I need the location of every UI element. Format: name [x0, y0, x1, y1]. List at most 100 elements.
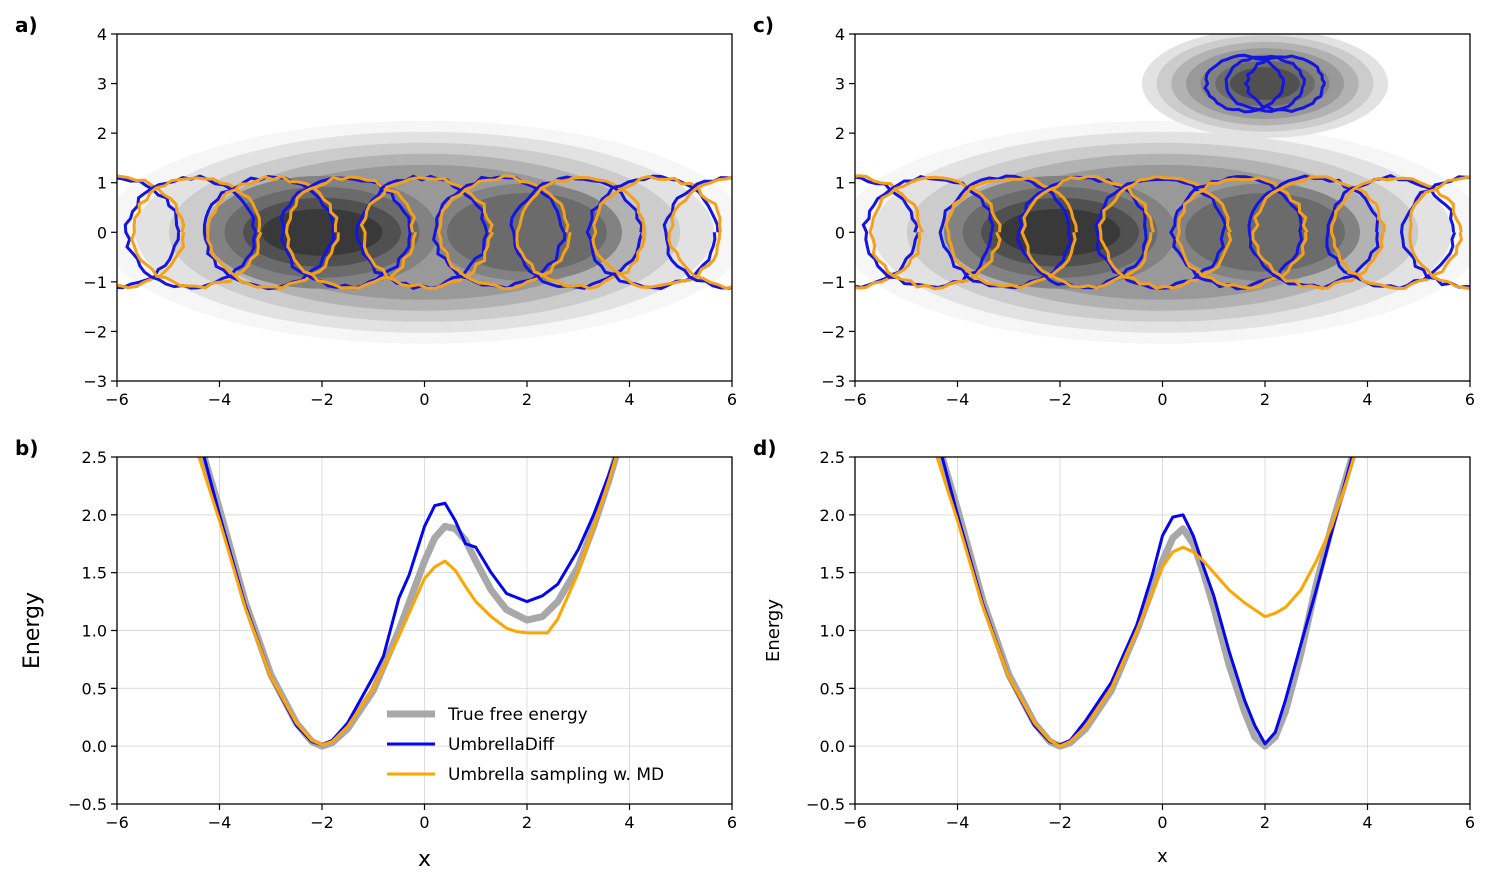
md-window-contour — [667, 175, 732, 290]
md-window-contour — [1097, 175, 1233, 290]
x-tick-label: −2 — [310, 813, 334, 832]
x-tick-label: 4 — [1362, 390, 1372, 409]
x-tick-label: 6 — [727, 390, 737, 409]
y-tick-label: −1 — [821, 273, 845, 292]
x-tick-label: 2 — [522, 813, 532, 832]
y-tick-label: 3 — [835, 75, 845, 94]
x-tick-label: −4 — [208, 390, 232, 409]
x-tick-label: 6 — [1465, 813, 1475, 832]
legend-label: True free energy — [447, 705, 588, 725]
density-level — [1229, 67, 1301, 100]
md-window-contour — [359, 176, 495, 290]
md-window-contour — [868, 175, 1002, 291]
y-tick-label: 1 — [97, 174, 107, 193]
md-window-contour — [515, 176, 646, 290]
panel-label: d) — [753, 436, 776, 460]
y-tick-label: 1.5 — [82, 564, 107, 583]
y-tick-label: 0 — [835, 223, 845, 242]
x-tick-label: 2 — [522, 390, 532, 409]
md-umbrella-line — [935, 457, 1356, 748]
y-tick-label: 1 — [835, 174, 845, 193]
y-tick-label: −1 — [83, 273, 107, 292]
y-tick-label: −0.5 — [806, 795, 845, 814]
legend: True free energy UmbrellaDiff Umbrella sam… — [387, 705, 664, 785]
y-axis-label: Energy — [763, 599, 784, 662]
y-tick-label: −2 — [821, 322, 845, 341]
y-axis-label: Energy — [20, 592, 45, 669]
y-tick-label: 2 — [835, 124, 845, 143]
md-window-contour — [206, 174, 340, 290]
plot-area — [117, 120, 732, 344]
x-axis-label: x — [418, 847, 431, 872]
x-tick-label: 6 — [1465, 390, 1475, 409]
md-window-contour — [1329, 176, 1463, 290]
x-tick-label: 4 — [1362, 813, 1372, 832]
y-tick-label: −3 — [821, 372, 845, 391]
y-tick-label: 0.5 — [820, 679, 845, 698]
legend-label: Umbrella sampling w. MD — [448, 765, 664, 785]
panel-a-contour: −6 −4 −2 0 2 4 6 −3 −2 −1 0 1 2 3 4 a) — [15, 13, 737, 409]
plot-area — [855, 34, 1470, 344]
md-window-contour — [591, 174, 722, 289]
panel-label: b) — [15, 436, 38, 460]
y-tick-label: −2 — [83, 322, 107, 341]
x-tick-label: −2 — [1048, 813, 1072, 832]
md-window-contour — [944, 176, 1078, 290]
x-tick-label: −6 — [105, 390, 129, 409]
density-level — [999, 208, 1121, 256]
md-window-contour — [1020, 174, 1155, 290]
umbrelladiff-window-contour — [1400, 175, 1470, 289]
y-tick-label: 1.5 — [820, 564, 845, 583]
plot-area — [935, 457, 1356, 750]
y-tick-label: 0.0 — [820, 737, 845, 756]
panel-c-contour: −6 −4 −2 0 2 4 6 −3 −2 −1 0 1 2 3 4 c) — [753, 13, 1475, 409]
y-tick-label: 4 — [835, 25, 845, 44]
y-tick-label: 0 — [97, 223, 107, 242]
axes-frame — [854, 456, 1471, 805]
axes-frame — [116, 33, 733, 382]
md-window-contour — [437, 174, 572, 291]
y-tick-label: 2 — [97, 124, 107, 143]
x-tick-label: −6 — [843, 813, 867, 832]
axes-frame — [854, 33, 1471, 382]
legend-label: UmbrellaDiff — [448, 735, 556, 755]
md-window-contour — [117, 174, 186, 290]
md-window-contour — [1251, 175, 1386, 290]
plot-area — [197, 457, 620, 750]
true-free-energy-line — [200, 457, 620, 750]
x-tick-label: 6 — [727, 813, 737, 832]
x-tick-label: −6 — [105, 813, 129, 832]
y-tick-label: 3 — [97, 75, 107, 94]
x-tick-label: −4 — [208, 813, 232, 832]
panel-d-energy-profile: −6 −4 −2 0 2 4 6 −0.5 0.0 0.5 1.0 1.5 2.0 2.5 d) x Energ… — [753, 436, 1475, 867]
x-tick-label: −2 — [310, 390, 334, 409]
y-tick-label: 1.0 — [820, 622, 845, 641]
x-tick-label: 0 — [1157, 390, 1167, 409]
x-tick-label: 0 — [419, 390, 429, 409]
x-tick-label: 4 — [624, 390, 634, 409]
x-tick-label: 0 — [1157, 813, 1167, 832]
umbrelladiff-window-contour — [355, 174, 489, 290]
y-tick-label: −0.5 — [68, 795, 107, 814]
x-tick-label: 2 — [1260, 813, 1270, 832]
y-tick-label: 1.0 — [82, 622, 107, 641]
y-tick-label: 2.0 — [820, 506, 845, 525]
x-tick-label: 0 — [419, 813, 429, 832]
umbrelladiff-window-contour — [1247, 174, 1380, 290]
x-tick-label: −2 — [1048, 390, 1072, 409]
umbrelladiff-window-contour — [662, 176, 732, 290]
md-window-contour — [284, 175, 418, 290]
md-window-contour — [130, 176, 263, 290]
panel-label: c) — [753, 13, 774, 37]
md-window-contour — [1175, 176, 1309, 290]
y-tick-label: 0.5 — [82, 679, 107, 698]
md-umbrella-line — [197, 457, 618, 747]
y-tick-label: 4 — [97, 25, 107, 44]
umbrelladiff-window-contour — [1243, 54, 1327, 113]
x-axis-label: x — [1157, 846, 1168, 867]
y-tick-label: 2.5 — [820, 448, 845, 467]
x-tick-label: −4 — [946, 390, 970, 409]
x-tick-label: 2 — [1260, 390, 1270, 409]
density-level — [447, 192, 607, 272]
